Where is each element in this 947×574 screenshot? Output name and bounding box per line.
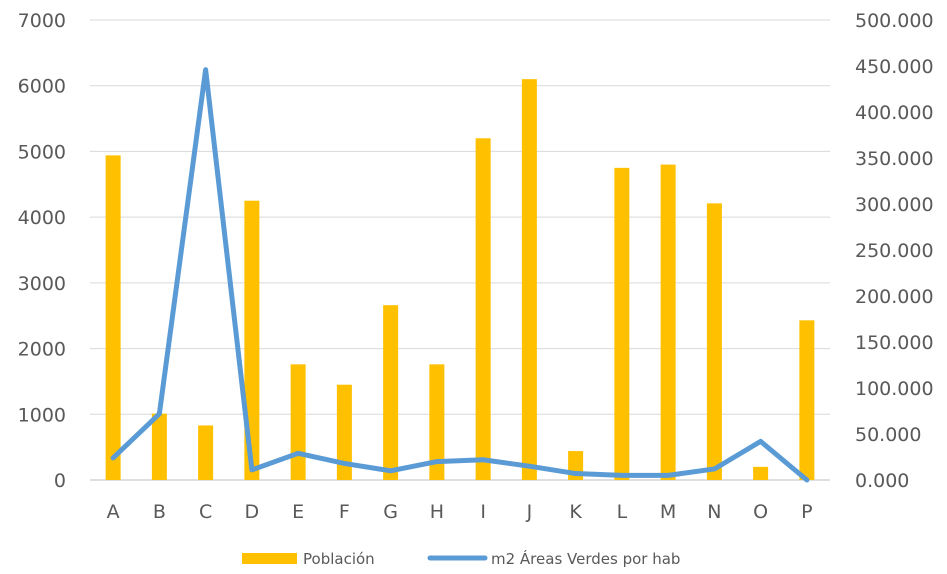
y-right-tick-label: 50.000 <box>855 424 921 446</box>
y-right-tick-label: 450.000 <box>855 56 934 78</box>
y-right-tick-label: 300.000 <box>855 194 934 216</box>
x-tick-label: G <box>383 501 398 523</box>
y-right-tick-label: 350.000 <box>855 148 934 170</box>
bar-P <box>799 320 815 480</box>
y-right-tick-label: 150.000 <box>855 332 934 354</box>
x-tick-label: K <box>569 501 582 523</box>
x-tick-label: I <box>480 501 486 523</box>
x-tick-label: A <box>107 501 120 523</box>
y-left-tick-label: 4000 <box>18 207 66 229</box>
y-right-tick-label: 200.000 <box>855 286 934 308</box>
x-axis: A B C D E F G H I J K L M N O P <box>107 501 813 523</box>
x-tick-label: H <box>430 501 444 523</box>
legend-swatch-poblacion <box>242 553 297 564</box>
y-left-tick-label: 2000 <box>18 339 66 361</box>
bar-A <box>105 155 121 480</box>
x-tick-label: B <box>153 501 166 523</box>
series-line <box>110 67 810 483</box>
bar-I <box>475 138 491 481</box>
y-right-tick-label: 400.000 <box>855 102 934 124</box>
y-right-tick-label: 500.000 <box>855 10 934 32</box>
bar-G <box>383 305 399 480</box>
bar-H <box>429 364 445 480</box>
y-left-tick-label: 5000 <box>18 141 66 163</box>
y-left-tick-label: 3000 <box>18 273 66 295</box>
bar-M <box>660 164 676 481</box>
bar-O <box>753 466 769 480</box>
y-right-tick-label: 250.000 <box>855 240 934 262</box>
bar-L <box>614 167 630 480</box>
x-tick-label: O <box>753 501 768 523</box>
x-tick-label: E <box>292 501 304 523</box>
x-tick-label: J <box>526 501 533 523</box>
y-left-tick-label: 1000 <box>18 404 66 426</box>
bar-F <box>336 384 352 480</box>
y-axis-right: 0.000 50.000 100.000 150.000 200.000 250.000 3… <box>855 10 934 492</box>
legend-label-areas-verdes: m2 Áreas Verdes por hab <box>491 549 680 568</box>
bar-E <box>290 364 306 480</box>
bar-D <box>244 200 260 480</box>
y-right-tick-label: 100.000 <box>855 378 934 400</box>
y-left-tick-label: 6000 <box>18 76 66 98</box>
legend-label-poblacion: Población <box>303 550 375 568</box>
bar-B <box>151 413 167 480</box>
bar-C <box>198 425 214 480</box>
x-tick-label: L <box>617 501 628 523</box>
x-tick-label: C <box>199 501 212 523</box>
bar-N <box>706 203 722 481</box>
y-right-tick-label: 0.000 <box>855 470 909 492</box>
x-tick-label: F <box>339 501 350 523</box>
bar-series-poblacion <box>105 79 815 481</box>
x-tick-label: M <box>660 501 676 523</box>
line-series-areas-verdes <box>110 67 810 483</box>
y-left-tick-label: 0 <box>54 470 66 492</box>
bar-J <box>521 79 537 481</box>
y-left-tick-label: 7000 <box>18 10 66 32</box>
x-tick-label: N <box>707 501 721 523</box>
y-axis-left: 0 1000 2000 3000 4000 5000 6000 7000 <box>18 10 66 492</box>
x-tick-label: P <box>801 501 812 523</box>
x-tick-label: D <box>245 501 260 523</box>
legend: Población m2 Áreas Verdes por hab <box>242 549 680 568</box>
